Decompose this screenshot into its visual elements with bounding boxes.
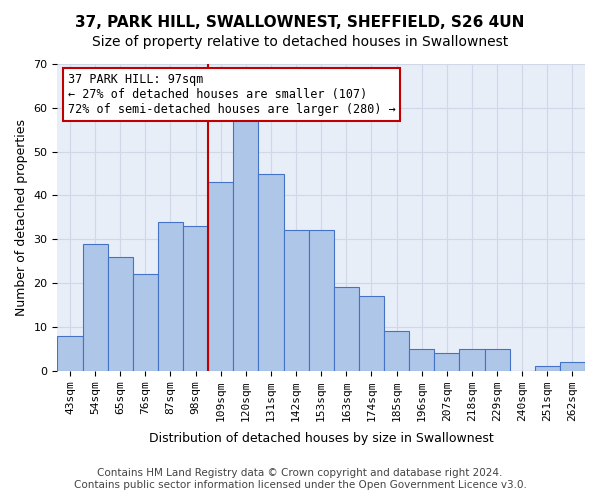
X-axis label: Distribution of detached houses by size in Swallownest: Distribution of detached houses by size … (149, 432, 494, 445)
Bar (434, 353, 460, 370)
Bar (460, 349, 485, 370)
Bar (535, 366, 560, 370)
Text: 37, PARK HILL, SWALLOWNEST, SHEFFIELD, S26 4UN: 37, PARK HILL, SWALLOWNEST, SHEFFIELD, S… (76, 15, 524, 30)
Text: 37 PARK HILL: 97sqm
← 27% of detached houses are smaller (107)
72% of semi-detac: 37 PARK HILL: 97sqm ← 27% of detached ho… (68, 73, 396, 116)
Bar (183, 226, 208, 370)
Bar (560, 362, 585, 370)
Bar (409, 349, 434, 370)
Text: Contains HM Land Registry data © Crown copyright and database right 2024.
Contai: Contains HM Land Registry data © Crown c… (74, 468, 526, 490)
Bar (259, 174, 284, 370)
Bar (485, 349, 509, 370)
Bar (208, 182, 233, 370)
Bar (158, 222, 183, 370)
Bar (284, 230, 308, 370)
Bar (334, 288, 359, 370)
Bar (133, 274, 158, 370)
Bar (308, 230, 334, 370)
Bar (83, 244, 107, 370)
Bar (384, 331, 409, 370)
Bar (233, 116, 259, 370)
Bar (58, 336, 83, 370)
Bar (359, 296, 384, 370)
Bar (107, 257, 133, 370)
Y-axis label: Number of detached properties: Number of detached properties (15, 119, 28, 316)
Text: Size of property relative to detached houses in Swallownest: Size of property relative to detached ho… (92, 35, 508, 49)
